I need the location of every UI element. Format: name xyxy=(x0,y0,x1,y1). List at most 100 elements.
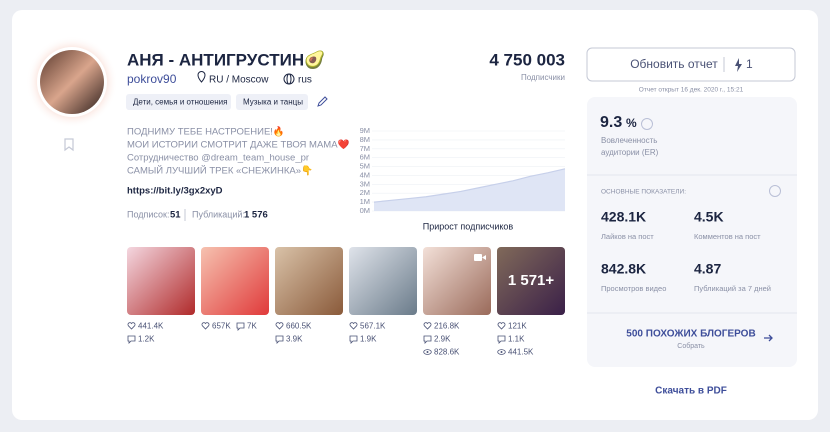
post-comments: 3.9K xyxy=(286,335,303,344)
credits: 1 xyxy=(746,57,753,71)
metric-label: Лайков на пост xyxy=(601,232,654,241)
tag-chip[interactable] xyxy=(236,94,308,110)
metric-value: 4.5K xyxy=(694,209,724,225)
bio-line: САМЫЙ ЛУЧШИЙ ТРЕК «СНЕЖИНКА»👇 xyxy=(127,165,313,177)
comment-icon xyxy=(127,335,136,344)
info-icon[interactable] xyxy=(769,185,781,197)
post-comments: 1.1K xyxy=(508,335,525,344)
like-icon xyxy=(127,322,136,330)
metric-label: Комментов на пост xyxy=(694,232,761,241)
comment-icon xyxy=(349,335,358,344)
post-thumbnail[interactable] xyxy=(127,247,195,315)
arrow-icon[interactable] xyxy=(764,334,773,342)
similar-action[interactable]: Собрать xyxy=(677,342,705,350)
view-icon xyxy=(500,351,503,353)
y-tick-label: 4M xyxy=(360,170,370,179)
metric-value: 428.1K xyxy=(601,209,646,225)
view-icon xyxy=(426,351,429,353)
post-likes: 121K xyxy=(508,322,527,331)
post-likes: 216.8K xyxy=(434,322,460,331)
like-icon xyxy=(201,322,210,330)
subscribers: 4 750 003 xyxy=(489,50,565,69)
post-views: 828.6K xyxy=(434,348,460,357)
posts-label: Публикаций: xyxy=(192,209,245,219)
y-tick-label: 2M xyxy=(360,188,370,197)
view-icon xyxy=(497,349,506,355)
tag[interactable]: Дети, семья и отношения xyxy=(133,98,227,107)
following-label: Подписок: xyxy=(127,209,169,219)
location: RU / Moscow xyxy=(209,75,269,86)
download-pdf[interactable]: Скачать в PDF xyxy=(655,386,727,397)
like-icon xyxy=(423,322,432,330)
thumb-overlay xyxy=(497,247,565,315)
comment-icon xyxy=(236,322,245,331)
post-comments: 7K xyxy=(247,322,257,331)
er-unit: % xyxy=(626,116,637,130)
y-tick-label: 8M xyxy=(360,135,370,144)
post-thumbnail[interactable] xyxy=(423,247,491,315)
bio-line: МОИ ИСТОРИИ СМОТРИТ ДАЖЕ ТВОЯ МАМА❤️ xyxy=(127,139,350,151)
username[interactable]: pokrov90 xyxy=(127,72,177,86)
post-likes: 567.1K xyxy=(360,322,386,331)
y-tick-label: 9M xyxy=(360,126,370,135)
info-icon[interactable] xyxy=(641,118,653,130)
metric-label: Просмотров видео xyxy=(601,284,666,293)
view-icon xyxy=(423,349,432,355)
metric-value: 4.87 xyxy=(694,261,721,277)
similar-bloggers[interactable]: 500 ПОХОЖИХ БЛОГЕРОВ xyxy=(626,329,755,340)
video-icon xyxy=(474,254,482,261)
y-tick-label: 6M xyxy=(360,153,370,162)
post-views: 441.5K xyxy=(508,348,534,357)
y-tick-label: 7M xyxy=(360,144,370,153)
bolt-icon xyxy=(735,58,742,72)
post-comments: 2.9K xyxy=(434,335,451,344)
stats-panel xyxy=(587,97,797,367)
post-likes: 657K xyxy=(212,322,231,331)
posts-count: 1 576 xyxy=(244,210,268,221)
post-thumbnail[interactable] xyxy=(497,247,565,315)
video-icon xyxy=(482,255,486,260)
bio-link[interactable]: https://bit.ly/3gx2xyD xyxy=(127,186,223,197)
metric-label: Публикаций за 7 дней xyxy=(694,284,771,293)
bio-line: ПОДНИМУ ТЕБЕ НАСТРОЕНИЕ!🔥 xyxy=(127,126,285,138)
language: rus xyxy=(298,75,312,86)
bookmark-icon[interactable] xyxy=(64,138,74,152)
tag-chip[interactable] xyxy=(126,94,231,110)
section-title: ОСНОВНЫЕ ПОКАЗАТЕЛИ: xyxy=(601,189,686,196)
post-thumbnail[interactable] xyxy=(275,247,343,315)
like-icon xyxy=(349,322,358,330)
report-opened: Отчет открыт 16 дек. 2020 г., 15:21 xyxy=(639,87,744,94)
er-label: аудитории (ER) xyxy=(601,148,659,157)
y-tick-label: 5M xyxy=(360,162,370,171)
tag[interactable]: Музыка и танцы xyxy=(243,98,303,107)
comment-icon xyxy=(497,335,506,344)
bio-line: Сотрудничество @dream_team_house_pr xyxy=(127,153,309,164)
metric-value: 842.8K xyxy=(601,261,646,277)
location-icon xyxy=(197,71,206,83)
comment-icon xyxy=(275,335,284,344)
refresh-label[interactable]: Обновить отчет xyxy=(630,57,718,71)
post-thumbnail[interactable] xyxy=(201,247,269,315)
following: 51 xyxy=(170,210,181,221)
globe-icon xyxy=(286,73,292,85)
post-likes: 441.4K xyxy=(138,322,164,331)
profile-name: АНЯ - АНТИГРУСТИН🥑 xyxy=(127,48,325,69)
like-icon xyxy=(497,322,506,330)
post-comments: 1.2K xyxy=(138,335,155,344)
post-comments: 1.9K xyxy=(360,335,377,344)
post-likes: 660.5K xyxy=(286,322,312,331)
post-thumbnail[interactable] xyxy=(349,247,417,315)
refresh-button[interactable] xyxy=(586,47,796,82)
comment-icon xyxy=(423,335,432,344)
y-tick-label: 0M xyxy=(360,206,370,215)
er-value: 9.3 xyxy=(600,114,622,131)
edit-icon[interactable] xyxy=(317,96,328,107)
er-label: Вовлеченность xyxy=(601,136,657,145)
subscribers-label: Подписчики xyxy=(521,73,565,82)
like-icon xyxy=(275,322,284,330)
chart-title: Прирост подписчиков xyxy=(423,221,514,231)
y-tick-label: 3M xyxy=(360,179,370,188)
avatar xyxy=(40,50,104,114)
